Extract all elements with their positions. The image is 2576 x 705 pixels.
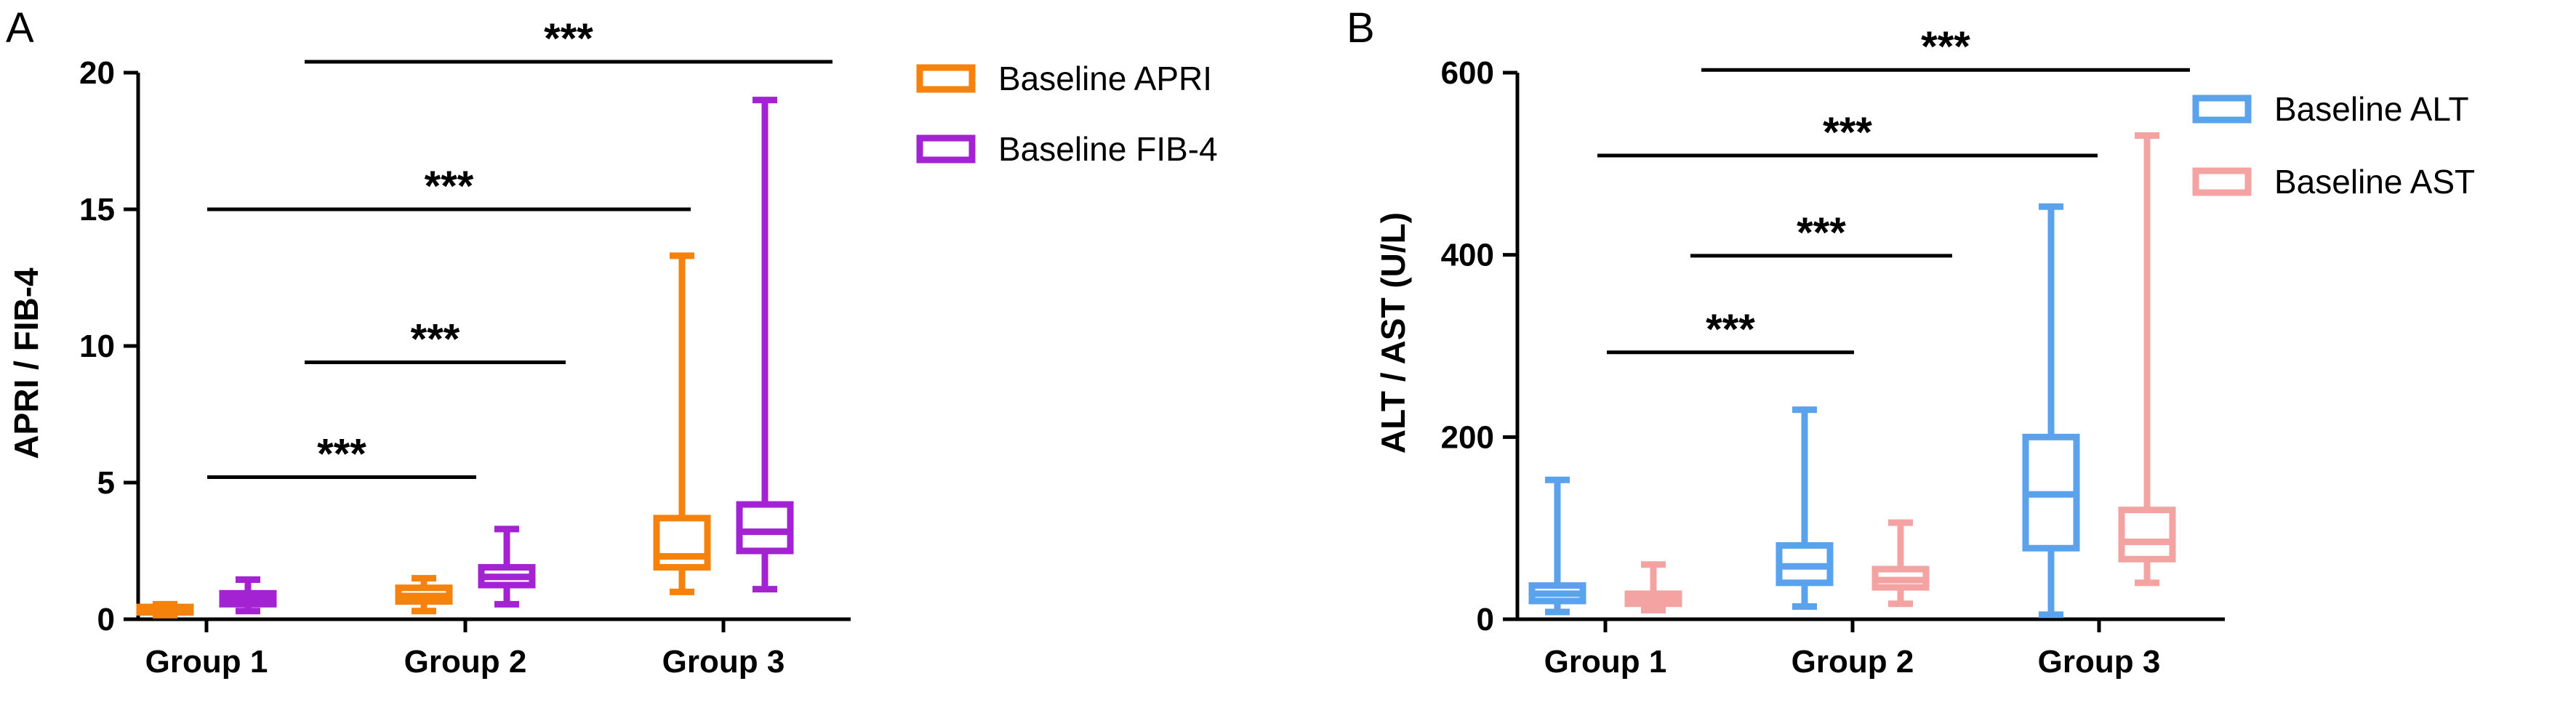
x-tick-label: Group 3 bbox=[2038, 644, 2161, 680]
significance-label: *** bbox=[317, 430, 366, 478]
legend-label: Baseline ALT bbox=[2274, 90, 2469, 128]
significance-label: *** bbox=[1921, 23, 1970, 70]
box-plot bbox=[219, 576, 277, 615]
box-plot bbox=[1775, 406, 1834, 610]
legend-swatch bbox=[2192, 94, 2252, 124]
x-tick-label: Group 2 bbox=[404, 644, 527, 680]
x-tick-label: Group 3 bbox=[662, 644, 785, 680]
panel-b-y-ticks: 0 200 400 600 bbox=[1441, 55, 1517, 637]
panel-b-boxes bbox=[1528, 132, 2176, 619]
y-tick-label: 400 bbox=[1441, 238, 1494, 273]
box-iqr bbox=[2118, 507, 2176, 563]
legend-label: Baseline APRI bbox=[998, 60, 1212, 97]
y-tick-label: 10 bbox=[79, 329, 115, 364]
legend-label: Baseline AST bbox=[2274, 163, 2475, 201]
panel-b-y-axis-title: ALT / AST (U/L) bbox=[1374, 212, 1412, 454]
panel-a-boxes bbox=[136, 97, 794, 619]
panel-b-letter: B bbox=[1347, 4, 1375, 52]
y-tick-label: 5 bbox=[97, 465, 115, 501]
significance-label: *** bbox=[425, 163, 474, 210]
box-plot bbox=[1528, 476, 1586, 616]
panel-a-letter: A bbox=[6, 4, 34, 52]
y-tick-label: 0 bbox=[1477, 602, 1494, 637]
box-plot bbox=[1871, 519, 1930, 608]
significance-label: *** bbox=[544, 15, 593, 63]
box-plot bbox=[2118, 132, 2176, 587]
significance-label: *** bbox=[411, 316, 460, 363]
box-plot bbox=[136, 600, 194, 619]
significance-label: *** bbox=[1823, 109, 1872, 156]
box-plot bbox=[736, 97, 794, 593]
x-tick-label: Group 2 bbox=[1791, 644, 1914, 680]
panel-a-y-axis-title: APRI / FIB-4 bbox=[7, 267, 45, 459]
panel-a-y-ticks: 0 5 10 15 20 bbox=[79, 55, 138, 637]
box-plot bbox=[653, 252, 711, 595]
legend-label: Baseline FIB-4 bbox=[998, 130, 1218, 168]
y-tick-label: 600 bbox=[1441, 55, 1494, 91]
x-tick-label: Group 1 bbox=[1544, 644, 1667, 680]
panel-a-legend: Baseline APRI Baseline FIB-4 bbox=[916, 60, 1218, 168]
significance-label: *** bbox=[1706, 306, 1755, 353]
panel-b-significance: *** *** *** *** bbox=[1597, 23, 2190, 355]
box-plot bbox=[2022, 203, 2080, 619]
box-iqr bbox=[653, 515, 711, 571]
panel-a-significance: *** *** *** *** bbox=[207, 15, 832, 479]
significance-label: *** bbox=[1797, 209, 1846, 257]
box-plot bbox=[1624, 561, 1682, 613]
legend-swatch bbox=[2192, 167, 2252, 196]
box-plot bbox=[478, 525, 536, 608]
y-tick-label: 0 bbox=[97, 602, 115, 637]
box-iqr bbox=[736, 501, 794, 555]
panel-b-legend: Baseline ALT Baseline AST bbox=[2192, 90, 2475, 201]
panel-a-x-labels: Group 1 Group 2 Group 3 bbox=[145, 619, 785, 680]
legend-swatch bbox=[916, 64, 976, 93]
legend-swatch bbox=[916, 134, 976, 164]
panel-b-x-labels: Group 1 Group 2 Group 3 bbox=[1544, 619, 2161, 680]
x-tick-label: Group 1 bbox=[145, 644, 268, 680]
y-tick-label: 200 bbox=[1441, 419, 1494, 455]
y-tick-label: 15 bbox=[79, 192, 115, 227]
box-plot bbox=[395, 575, 453, 615]
y-tick-label: 20 bbox=[79, 55, 115, 91]
